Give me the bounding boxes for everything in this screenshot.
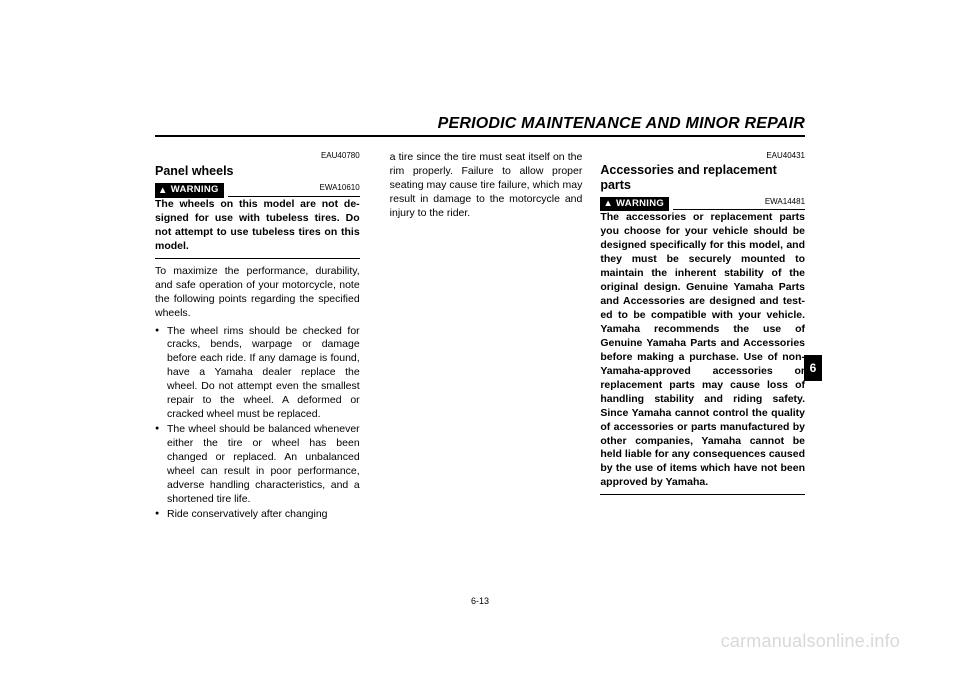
content-area: PERIODIC MAINTENANCE AND MINOR REPAIR EA… xyxy=(155,115,805,523)
warning-label: WARNING xyxy=(616,198,664,211)
warning-row: ▲ WARNING EWA10610 xyxy=(155,183,360,198)
warning-triangle-icon: ▲ xyxy=(158,186,168,196)
page-title: PERIODIC MAINTENANCE AND MINOR REPAIR xyxy=(438,115,805,133)
bullet-list: The wheel rims should be checked for cra… xyxy=(155,325,360,522)
list-item: The wheel rims should be checked for cra… xyxy=(155,325,360,423)
columns: EAU40780 Panel wheels ▲ WARNING EWA10610… xyxy=(155,151,805,523)
warning-rule: EWA14481 xyxy=(673,197,805,211)
warning-label: WARNING xyxy=(171,184,219,197)
section-code: EAU40431 xyxy=(600,151,805,162)
continuation-text: a tire since the tire must seat itself o… xyxy=(378,151,583,221)
section-code: EAU40780 xyxy=(155,151,360,162)
chapter-number: 6 xyxy=(810,361,817,375)
list-item: The wheel should be balanced whenever ei… xyxy=(155,423,360,507)
warning-row: ▲ WARNING EWA14481 xyxy=(600,197,805,212)
title-row: PERIODIC MAINTENANCE AND MINOR REPAIR xyxy=(155,115,805,137)
column-2: a tire since the tire must seat itself o… xyxy=(378,151,583,523)
warning-code: EWA14481 xyxy=(765,197,805,208)
warning-text: The wheels on this model are not de­sign… xyxy=(155,198,360,254)
warning-text: The accessories or replacement parts you… xyxy=(600,211,805,490)
section-heading: Panel wheels xyxy=(155,163,360,180)
chapter-thumb-tab: 6 xyxy=(804,355,822,381)
warning-code: EWA10610 xyxy=(320,183,360,194)
column-1: EAU40780 Panel wheels ▲ WARNING EWA10610… xyxy=(155,151,360,523)
warning-badge: ▲ WARNING xyxy=(155,183,224,198)
warning-badge: ▲ WARNING xyxy=(600,197,669,212)
divider-rule xyxy=(155,258,360,259)
page-number: 6-13 xyxy=(471,596,489,606)
body-intro: To maximize the performance, durabil­ity… xyxy=(155,265,360,321)
list-item: Ride conservatively after changing xyxy=(155,508,360,522)
column-3: EAU40431 Accessories and replacement par… xyxy=(600,151,805,523)
manual-page: PERIODIC MAINTENANCE AND MINOR REPAIR EA… xyxy=(0,0,960,678)
section-heading: Accessories and replacement parts xyxy=(600,163,805,193)
divider-rule xyxy=(600,494,805,495)
watermark-text: carmanualsonline.info xyxy=(721,631,900,652)
warning-rule: EWA10610 xyxy=(228,183,360,197)
warning-triangle-icon: ▲ xyxy=(603,199,613,209)
